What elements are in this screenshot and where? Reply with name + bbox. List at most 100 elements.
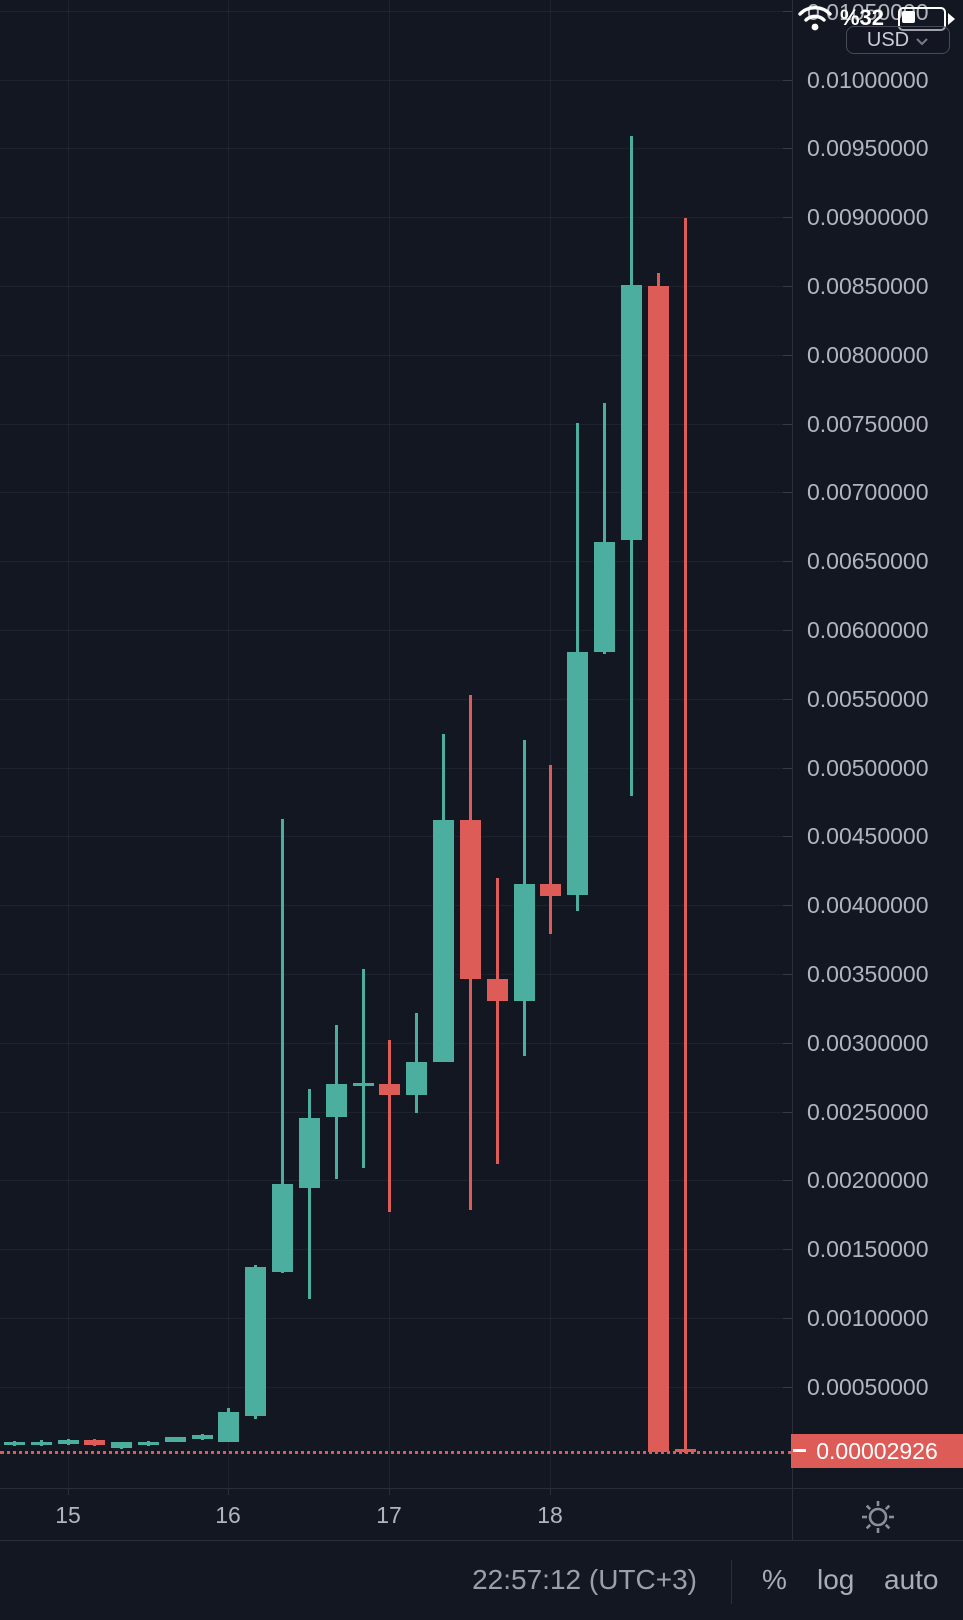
currency-label: USD [866,28,910,51]
candle [84,1440,106,1445]
price-tick-mark [783,836,792,837]
price-tick-label: 0.00700000 [807,479,929,505]
day-tick-mark [228,1489,229,1495]
battery-icon [898,7,946,31]
candle [191,1435,213,1440]
price-gridline [0,974,792,975]
price-tick-mark [783,1387,792,1388]
day-gridline [228,0,229,1488]
price-tick-label: 0.00400000 [807,892,929,918]
chevron-down-icon [915,29,929,52]
price-gridline [0,836,792,837]
candle [298,1117,320,1188]
price-tick-mark [783,905,792,906]
candle-wick [281,818,285,1273]
currency-dropdown-button[interactable]: USD [846,26,950,54]
candle-wick [307,1088,311,1300]
time-axis-border [0,1488,963,1489]
day-tick-mark [389,1489,390,1495]
price-gridline [0,424,792,425]
day-tick-label: 18 [537,1502,563,1528]
price-tick-label: 0.00850000 [807,273,929,299]
price-tick-label: 0.00050000 [807,1374,929,1400]
axis-settings-button[interactable] [856,1497,900,1537]
price-tick-mark [783,1112,792,1113]
price-gridline [0,630,792,631]
current-price-badge: 0.00002926 [791,1434,963,1468]
candle-wick [495,878,499,1165]
auto-scale-button[interactable]: auto [884,1564,939,1595]
price-tick-mark [783,1318,792,1319]
price-tick-mark [783,355,792,356]
price-tick-label: 0.00900000 [807,204,929,230]
price-tick-mark [783,630,792,631]
candle [30,1441,52,1445]
price-gridline [0,11,792,12]
battery-nub-icon [948,13,955,25]
candle [594,542,616,653]
day-tick-mark [550,1489,551,1495]
clock-text: 22:57:12 (UTC+3) [472,1564,697,1595]
candle [218,1411,240,1443]
price-tick-label: 0.00550000 [807,686,929,712]
candle [406,1062,428,1096]
candle [486,978,508,1001]
day-tick-mark [68,1489,69,1495]
bottom-toolbar: 22:57:12 (UTC+3) % log auto [0,1540,963,1620]
price-gridline [0,561,792,562]
phone-status-bar: %32 [790,4,963,31]
price-gridline [0,1180,792,1181]
candle-wick [549,765,553,935]
percent-scale-button[interactable]: % [762,1564,787,1595]
price-gridline [0,80,792,81]
candle-wick [388,1040,392,1213]
candle [433,820,455,1063]
candle [3,1441,25,1445]
price-tick-mark [783,80,792,81]
price-tick-mark [783,561,792,562]
price-tick-mark [783,492,792,493]
day-tick-label: 17 [376,1502,402,1528]
day-tick-label: 16 [215,1502,241,1528]
price-gridline [0,355,792,356]
price-tick-mark [783,148,792,149]
price-gridline [0,1387,792,1388]
candle [111,1442,133,1448]
log-scale-button[interactable]: log [817,1564,855,1595]
day-gridline [389,0,390,1488]
price-tick-label: 0.00650000 [807,548,929,574]
price-tick-label: 0.00750000 [807,411,929,437]
price-gridline [0,1043,792,1044]
price-tick-mark [783,974,792,975]
price-gridline [0,148,792,149]
price-tick-mark [783,424,792,425]
price-tick-label: 0.00250000 [807,1099,929,1125]
price-tick-label: 0.00950000 [807,135,929,161]
price-tick-mark [783,699,792,700]
price-tick-mark [783,1249,792,1250]
candle [57,1440,79,1444]
candle [325,1084,347,1118]
price-tick-mark [783,1180,792,1181]
price-tick-label: 0.00800000 [807,342,929,368]
time-axis[interactable]: 15 16 17 18 [0,1488,963,1540]
candle [647,286,669,1452]
candle [567,652,589,895]
price-axis[interactable]: 0.01050000 0.01000000 0.00950000 0.00900000… [783,0,963,1488]
price-tick-mark [783,217,792,218]
toolbar-border [0,1540,963,1541]
price-tick-label: 0.00500000 [807,755,929,781]
price-tick-label: 0.00350000 [807,961,929,987]
price-gridline [0,1112,792,1113]
candle [513,883,535,1001]
wifi-icon [796,4,834,37]
chart-canvas[interactable] [0,0,792,1488]
price-tick-label: 0.00200000 [807,1167,929,1193]
price-tick-mark [783,11,792,12]
price-tick-mark [783,768,792,769]
candle [674,1449,696,1453]
price-tick-label: 0.00100000 [807,1305,929,1331]
candle [272,1183,294,1272]
price-gridline [0,768,792,769]
